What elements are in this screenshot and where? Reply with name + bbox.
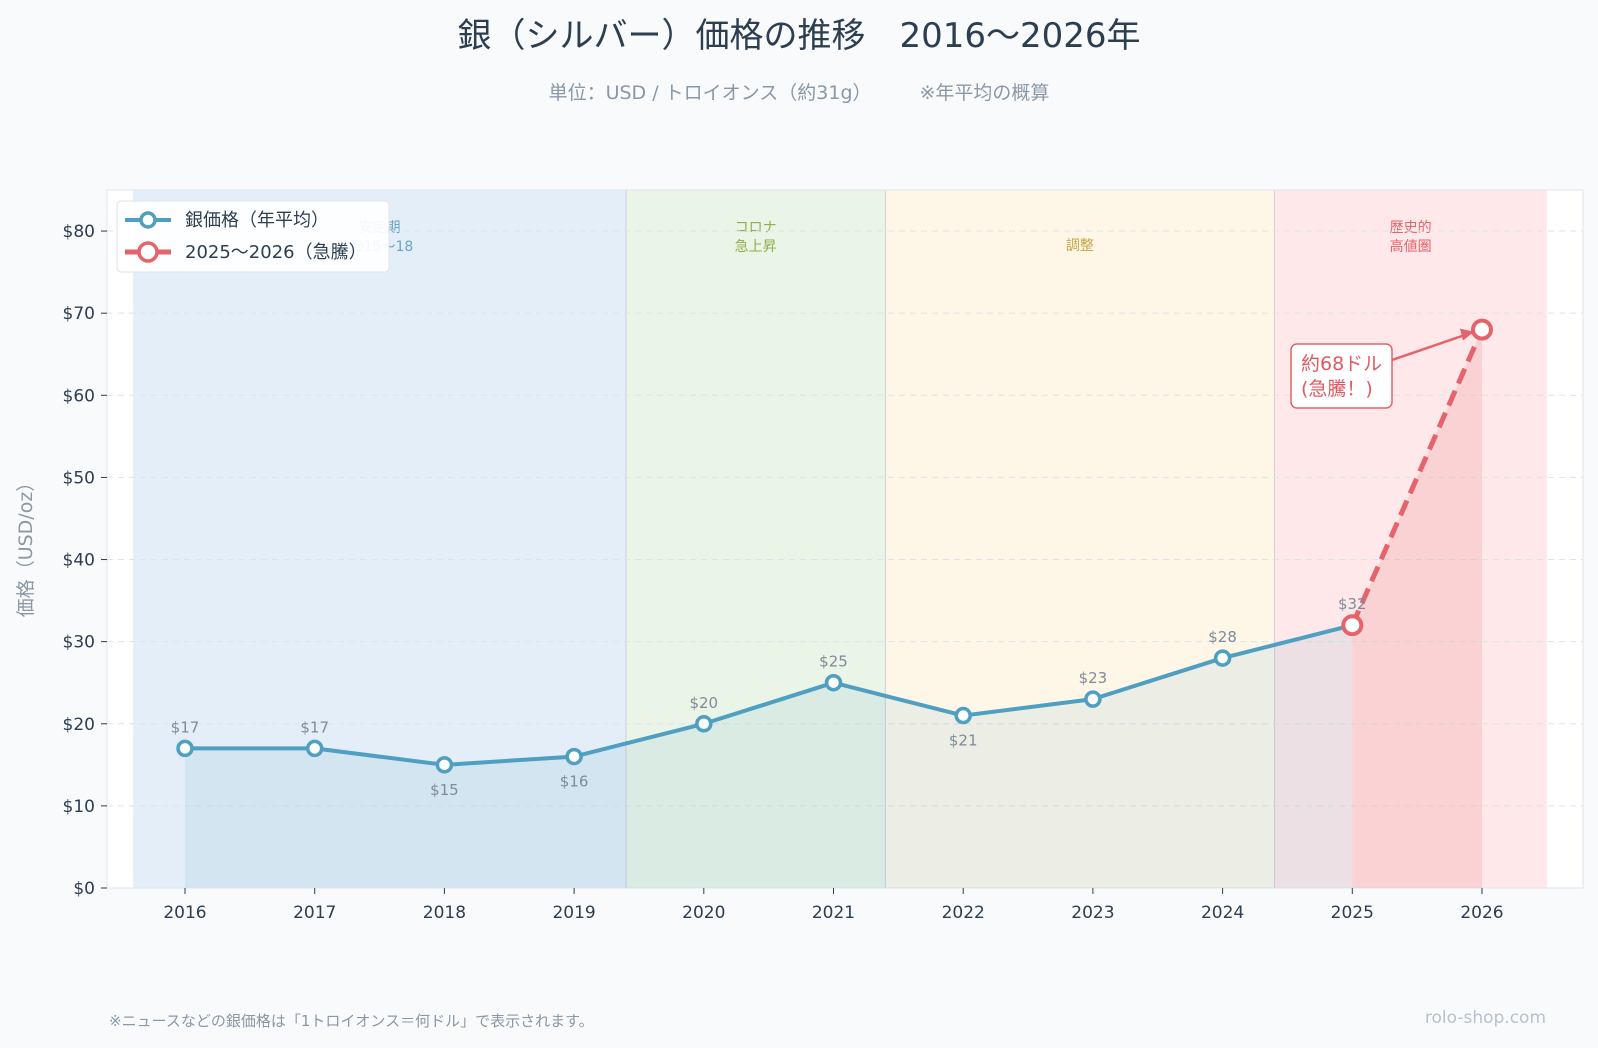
legend-label: 2025〜2026（急騰） [185,242,367,263]
line-chart: 安定期2015〜18コロナ急上昇調整歴史的高値圏 $0$10$20$30$40$… [15,189,1584,923]
data-label: $17 [171,718,200,736]
annotation: 約68ドル (急騰！) [1290,328,1474,409]
x-tick-label: 2017 [293,903,336,923]
x-tick-label: 2024 [1201,903,1244,923]
subtitle-note: ※年平均の概算 [919,82,1050,104]
data-label: $17 [300,718,329,736]
data-points [176,318,1493,774]
legend-swatch-marker [139,211,157,229]
x-tick-label: 2026 [1460,903,1503,923]
period-band [1274,190,1547,888]
y-tick-label: $80 [63,222,95,242]
annotation-arrow-head [1460,328,1474,341]
y-tick-label: $50 [63,468,95,488]
period-label: 歴史的 [1390,220,1432,236]
data-point [1471,318,1493,341]
x-tick-label: 2021 [812,903,855,923]
footer-site: rolo-shop.com [1424,1008,1546,1028]
x-tick-label: 2022 [942,903,985,923]
data-label: $28 [1208,628,1237,646]
data-point [824,673,843,692]
y-axis: $0 $10 $20 $30 $40 $50 $60 $70 $80 [63,222,107,899]
series-line [1350,328,1485,627]
legend: 銀価格（年平均） 2025〜2026（急騰） [116,200,390,273]
period-bands: 安定期2015〜18コロナ急上昇調整歴史的高値圏 [107,190,1583,888]
data-point [954,706,972,725]
data-point [435,756,454,774]
y-tick-label: $40 [63,551,95,571]
series-area [1352,329,1482,889]
legend-label: 銀価格（年平均） [185,210,329,231]
data-label: $23 [1079,669,1108,687]
y-axis-label: 価格（USD/oz） [15,473,37,618]
data-point [305,739,324,758]
y-tick-label: $10 [63,797,95,817]
x-tick-label: 2019 [552,903,595,923]
chart-subtitle: 単位：USD / トロイオンス（約31g） ※年平均の概算 [0,78,1598,105]
period-band [625,190,886,888]
y-tick-label: $70 [63,304,95,324]
x-tick-label: 2016 [163,903,206,923]
data-label: $15 [430,781,459,799]
data-point [1084,690,1102,708]
period-band [885,190,1275,888]
data-label: $32 [1338,595,1367,613]
period-label: 調整 [1066,238,1094,254]
series-area [185,625,1353,888]
annotation-arrow-line [1391,331,1473,362]
data-label: $25 [819,653,848,671]
legend-swatch-marker [137,241,159,263]
y-tick-label: $30 [63,633,95,653]
x-tick-label: 2020 [682,903,725,923]
x-tick-label: 2025 [1331,903,1374,923]
series-lines [185,328,1485,767]
data-label: $16 [560,773,589,791]
data-point [1213,649,1232,667]
period-band [133,190,626,888]
period-label: コロナ [735,220,777,236]
annotation-text: (急騰！) [1301,378,1373,400]
footer-note: ※ニュースなどの銀価格は「1トロイオンス＝何ドル」で表示されます。 [109,1012,594,1030]
x-tick-label: 2018 [423,903,466,923]
data-labels: $17 $17 $15 $16 $20 $25 $21 $23 $28 $32 [171,595,1367,799]
data-point [176,739,194,758]
data-point [695,715,713,733]
plot-area [106,189,1584,889]
area-fills [185,329,1482,889]
annotation-text: 約68ドル [1301,353,1382,375]
y-tick-label: $60 [63,386,95,406]
y-tick-label: $0 [73,879,95,899]
subtitle-unit: 単位：USD / トロイオンス（約31g） [548,82,872,104]
data-point [565,747,583,766]
data-point [1341,614,1364,637]
data-label: $21 [949,732,978,750]
x-axis: 2016 2017 2018 2019 2020 2021 2022 2023 2024 2025… [163,888,1504,923]
series-line [185,623,1353,767]
legend-box [116,200,390,273]
data-label: $20 [689,694,718,712]
period-label: 高値圏 [1390,238,1432,255]
y-tick-label: $20 [63,715,95,735]
chart-title: 銀（シルバー）価格の推移 2016〜2026年 [457,16,1141,56]
x-tick-label: 2023 [1071,903,1114,923]
annotation-box [1290,343,1393,409]
period-label: 急上昇 [735,239,777,255]
